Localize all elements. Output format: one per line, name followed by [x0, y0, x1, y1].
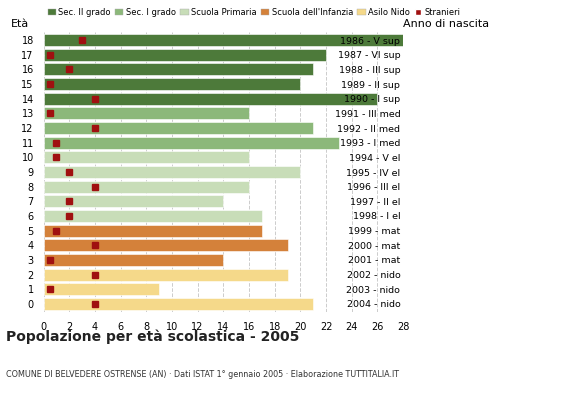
Bar: [44, 137, 339, 149]
Text: Età: Età: [11, 19, 30, 29]
Bar: [44, 239, 288, 251]
Bar: [44, 166, 300, 178]
Text: Popolazione per età scolastica - 2005: Popolazione per età scolastica - 2005: [6, 330, 299, 344]
Bar: [44, 122, 313, 134]
Bar: [44, 151, 249, 163]
Bar: [44, 195, 223, 207]
Bar: [44, 107, 249, 119]
Text: Anno di nascita: Anno di nascita: [403, 19, 489, 29]
Bar: [44, 49, 326, 61]
Bar: [44, 269, 288, 281]
Bar: [44, 298, 313, 310]
Legend: Sec. II grado, Sec. I grado, Scuola Primaria, Scuola dell'Infanzia, Asilo Nido, : Sec. II grado, Sec. I grado, Scuola Prim…: [48, 8, 461, 17]
Text: COMUNE DI BELVEDERE OSTRENSE (AN) · Dati ISTAT 1° gennaio 2005 · Elaborazione TU: COMUNE DI BELVEDERE OSTRENSE (AN) · Dati…: [6, 370, 399, 379]
Bar: [44, 283, 159, 295]
Bar: [44, 254, 223, 266]
Bar: [44, 181, 249, 193]
Bar: [44, 93, 378, 105]
Bar: [44, 225, 262, 237]
Bar: [44, 34, 403, 46]
Bar: [44, 210, 262, 222]
Bar: [44, 78, 300, 90]
Bar: [44, 63, 313, 75]
